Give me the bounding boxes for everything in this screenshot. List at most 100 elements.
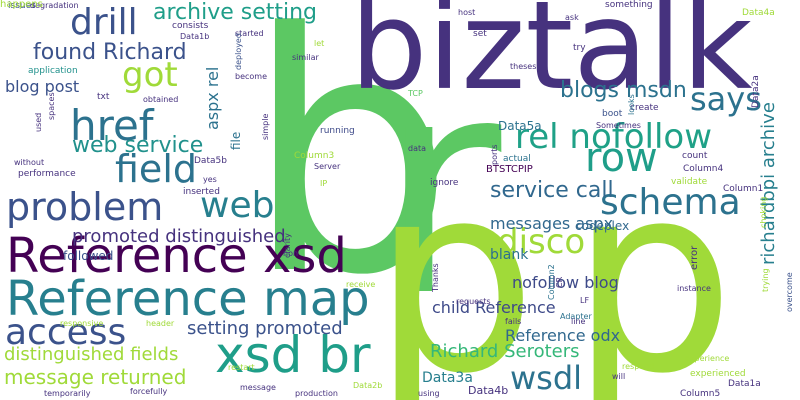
cloud-word: drill: [70, 2, 138, 43]
cloud-word: respond: [622, 362, 655, 371]
cloud-word: followed: [63, 249, 114, 263]
cloud-word: Reference odx: [505, 326, 621, 345]
cloud-word: become: [235, 72, 268, 81]
cloud-word: web: [200, 185, 275, 226]
cloud-word: header: [146, 319, 175, 328]
cloud-word: blank: [490, 247, 529, 263]
cloud-word: Data4b: [468, 384, 509, 397]
cloud-word: yes: [203, 175, 217, 184]
cloud-word: ask: [565, 13, 579, 22]
cloud-word: Data1a: [728, 379, 761, 389]
cloud-word: consists: [172, 21, 209, 31]
cloud-word: host: [458, 8, 476, 17]
cloud-word: Adapter: [560, 312, 592, 321]
cloud-word: something: [605, 0, 653, 10]
cloud-word: message: [240, 383, 276, 392]
cloud-word: Data3a: [422, 370, 473, 386]
cloud-word: let: [314, 39, 325, 48]
cloud-word: Column5: [680, 389, 721, 399]
cloud-word: CR: [555, 276, 564, 288]
cloud-word: row: [585, 135, 658, 181]
cloud-word: performance: [18, 169, 76, 179]
cloud-word: biztalk: [350, 0, 753, 117]
cloud-word: says: [690, 80, 762, 118]
cloud-word: spaces: [47, 92, 56, 120]
cloud-word: count: [682, 151, 708, 161]
cloud-word: disco: [497, 222, 586, 262]
cloud-word: Data2b: [353, 381, 383, 390]
cloud-word: messages aspx: [490, 214, 614, 233]
cloud-word: field: [115, 147, 197, 191]
cloud-word: temporarily: [44, 389, 91, 398]
cloud-word: rel nofollow: [515, 117, 713, 157]
cloud-word: b: [245, 0, 455, 347]
cloud-word: clarity: [283, 233, 292, 258]
cloud-word: boot: [602, 109, 623, 119]
cloud-word: application: [28, 66, 78, 76]
cloud-word: access: [5, 312, 127, 353]
cloud-word: Column4: [683, 164, 724, 174]
cloud-word: p: [372, 129, 538, 400]
cloud-word: trying: [761, 268, 770, 292]
cloud-word: error: [689, 245, 700, 270]
cloud-word: degradation: [30, 1, 79, 10]
cloud-word: Data5b: [194, 156, 227, 166]
cloud-word: receive: [346, 280, 376, 289]
cloud-word: data: [408, 144, 427, 153]
cloud-word: requests: [456, 297, 491, 306]
cloud-word: simple: [261, 113, 270, 140]
cloud-word: production: [295, 389, 338, 398]
cloud-word: problem: [6, 185, 164, 229]
cloud-word: got: [122, 55, 178, 95]
cloud-word: Column1: [723, 184, 764, 194]
cloud-word: child Reference: [432, 298, 556, 317]
cloud-word: using: [418, 389, 440, 398]
cloud-word: overcome: [785, 272, 794, 312]
cloud-word: instance: [677, 284, 711, 293]
cloud-word: Thanks: [431, 263, 440, 292]
cloud-word: try: [573, 43, 586, 53]
cloud-word: experience: [685, 354, 730, 363]
cloud-word: Reference map: [6, 271, 370, 327]
cloud-word: looks: [627, 94, 636, 115]
cloud-word: blogs msdn: [560, 78, 687, 103]
cloud-word: aspx rel: [203, 66, 222, 130]
cloud-word: set: [473, 29, 487, 39]
cloud-word: forcefully: [130, 387, 168, 396]
cloud-word: deployed: [234, 33, 243, 70]
cloud-word: codeplex: [575, 219, 630, 233]
cloud-word: service call: [490, 178, 614, 203]
cloud-word: issues: [8, 1, 36, 11]
cloud-word: BTSTCPIP: [486, 164, 533, 175]
cloud-word: fails: [505, 317, 522, 326]
cloud-word: ports: [490, 144, 499, 165]
cloud-word: blog post: [5, 77, 80, 96]
cloud-word: validate: [671, 177, 708, 187]
cloud-word: without: [14, 158, 45, 167]
cloud-word: txt: [97, 92, 110, 102]
cloud-word: non: [283, 249, 299, 258]
cloud-word: web service: [72, 133, 204, 158]
cloud-word: found Richard: [33, 40, 187, 65]
cloud-word: schema: [600, 182, 741, 223]
cloud-word: Data1b: [180, 32, 210, 41]
cloud-word: wsdl: [510, 359, 583, 397]
cloud-word: IP: [320, 179, 328, 188]
cloud-word: will: [612, 372, 626, 381]
cloud-word: file: [229, 131, 243, 150]
cloud-word: responsive: [60, 319, 104, 328]
cloud-word: experienced: [690, 369, 746, 379]
cloud-word: p: [570, 129, 736, 400]
cloud-word: Column3: [294, 151, 335, 161]
cloud-word: happens: [0, 0, 43, 10]
cloud-word: Reference xsd: [6, 228, 347, 284]
cloud-word: archive setting: [153, 0, 318, 25]
cloud-word: setting promoted: [187, 318, 343, 339]
cloud-word: promoted distinguished: [72, 226, 286, 247]
cloud-word: href: [70, 101, 154, 150]
cloud-word: message returned: [4, 365, 187, 389]
cloud-word: actual: [503, 154, 531, 164]
cloud-word: line: [571, 317, 586, 326]
cloud-word: choking: [759, 196, 768, 228]
